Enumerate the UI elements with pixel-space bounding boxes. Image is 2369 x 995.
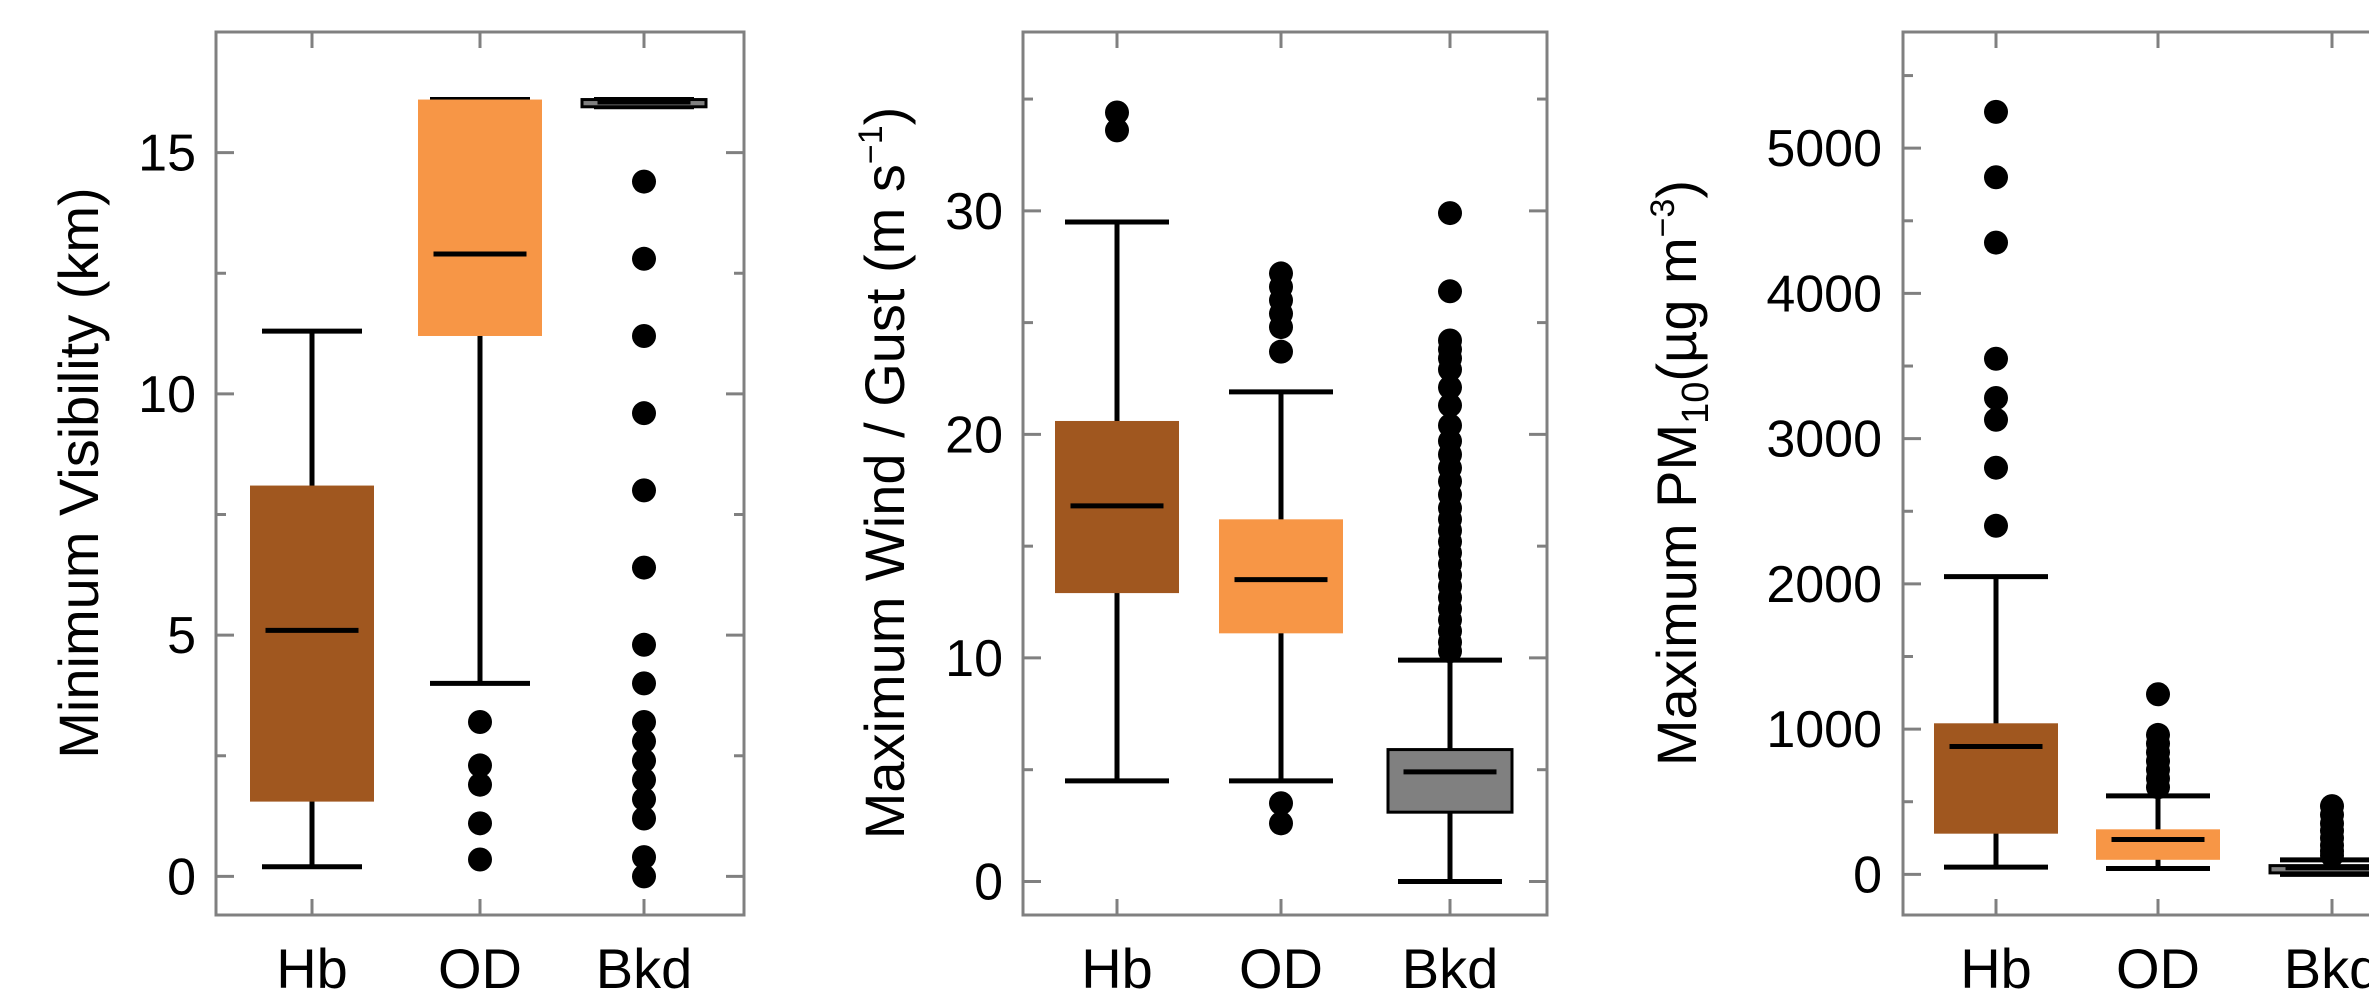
iqr-box — [1219, 519, 1343, 634]
outlier-point — [632, 806, 656, 831]
y-axis-label-sup: −1 — [852, 125, 890, 164]
outlier-point — [1269, 791, 1293, 816]
box-hb — [1055, 100, 1179, 784]
x-tick-label-hb: Hb — [276, 937, 348, 995]
outlier-point — [1438, 201, 1462, 226]
box-bkd — [580, 97, 708, 889]
y-tick-label: 1000 — [1766, 701, 1882, 759]
box-hb — [250, 328, 374, 870]
y-tick-label: 0 — [167, 848, 196, 906]
iqr-box — [418, 99, 542, 336]
x-tick-label-hb: Hb — [1081, 937, 1153, 995]
iqr-box — [1386, 748, 1514, 814]
outlier-point — [1269, 811, 1293, 836]
y-tick-label: 3000 — [1766, 411, 1882, 469]
y-axis-label-end: ) — [853, 107, 916, 126]
x-tick-label-od: OD — [2116, 937, 2200, 995]
outlier-point — [632, 748, 656, 773]
x-tick-label-bkd: Bkd — [2284, 937, 2369, 995]
y-axis-label: Minimum Visibility (km) — [47, 187, 110, 758]
outlier-point — [1269, 339, 1293, 364]
outlier-point — [1984, 385, 2008, 410]
outlier-point — [632, 767, 656, 792]
outlier-point — [1984, 407, 2008, 432]
outlier-point — [468, 811, 492, 836]
outlier-point — [2146, 682, 2170, 707]
outlier-point — [632, 401, 656, 426]
plot-frame — [1901, 30, 2369, 917]
outlier-point — [632, 478, 656, 503]
outlier-point — [1984, 346, 2008, 371]
y-axis-label: Maximum Wind / Gust (m s−1) — [852, 107, 916, 840]
y-axis-label-end: ) — [1645, 180, 1708, 199]
box-hb — [1934, 99, 2058, 870]
outlier-point — [1984, 513, 2008, 538]
y-axis-label-sup: −3 — [1644, 199, 1682, 238]
plot-frame — [1021, 30, 1549, 917]
outlier-point — [632, 709, 656, 734]
outlier-point — [2320, 843, 2344, 868]
y-tick-label: 0 — [974, 853, 1003, 911]
outlier-point — [468, 772, 492, 797]
y-tick-label: 30 — [945, 183, 1003, 241]
panel-pm10: 0 1000 2000 3000 4000 5000 Hb OD Bkd Max… — [1644, 30, 2369, 995]
outlier-point — [632, 864, 656, 889]
outlier-point — [1984, 230, 2008, 255]
box-od — [2096, 682, 2220, 872]
outlier-point — [632, 671, 656, 696]
y-axis-label-sub: 10 — [1675, 382, 1717, 424]
y-axis-label-main: Maximum Wind / Gust (m s — [853, 164, 916, 839]
outlier-point — [1105, 100, 1129, 125]
box-bkd — [2268, 794, 2369, 877]
x-tick-label-od: OD — [438, 937, 522, 995]
outlier-point — [632, 555, 656, 580]
outlier-point — [1438, 393, 1462, 418]
iqr-box — [250, 485, 374, 802]
y-tick-label: 10 — [945, 630, 1003, 688]
outlier-point — [1438, 639, 1462, 664]
y-axis-label-main: Maximum PM — [1645, 424, 1708, 766]
y-axis-label: Maximum PM10(µg m−3) — [1644, 180, 1717, 766]
x-tick-label-bkd: Bkd — [596, 937, 693, 995]
x-tick-label-bkd: Bkd — [1402, 937, 1499, 995]
y-tick-label: 15 — [138, 125, 196, 183]
box-od — [1219, 261, 1343, 836]
outlier-point — [1438, 279, 1462, 304]
iqr-box — [2096, 829, 2220, 860]
outlier-point — [632, 787, 656, 812]
y-tick-label: 4000 — [1766, 265, 1882, 323]
outlier-point — [1984, 455, 2008, 480]
outlier-point — [632, 246, 656, 271]
outlier-point — [632, 323, 656, 348]
outlier-point — [468, 753, 492, 778]
iqr-box — [1934, 723, 2058, 834]
y-tick-label: 0 — [1853, 846, 1882, 904]
y-tick-label: 5 — [167, 607, 196, 665]
outlier-point — [1438, 375, 1462, 400]
outlier-point — [1438, 357, 1462, 382]
outlier-point — [632, 845, 656, 870]
outlier-point — [1984, 99, 2008, 124]
panel-wind: 0 10 20 30 Hb OD Bkd Maximum Wind / Gust… — [852, 30, 1549, 995]
outlier-point — [468, 709, 492, 734]
panel-visibility: 0 5 10 15 Hb OD Bkd Minimum Visibility (… — [47, 30, 746, 995]
box-od — [418, 97, 542, 872]
outlier-point — [1105, 118, 1129, 143]
outlier-point — [2146, 775, 2170, 800]
y-tick-label: 2000 — [1766, 556, 1882, 614]
outlier-point — [1269, 315, 1293, 340]
outlier-point — [632, 729, 656, 754]
x-tick-label-od: OD — [1239, 937, 1323, 995]
y-tick-label: 10 — [138, 366, 196, 424]
y-tick-label: 20 — [945, 406, 1003, 464]
x-tick-label-hb: Hb — [1960, 937, 2032, 995]
box-bkd — [1386, 201, 1514, 884]
outlier-point — [1984, 165, 2008, 190]
y-tick-label: 5000 — [1766, 120, 1882, 178]
y-axis-label-mid: (µg m — [1645, 237, 1708, 381]
outlier-point — [632, 632, 656, 657]
outlier-point — [468, 847, 492, 872]
outlier-point — [632, 169, 656, 194]
